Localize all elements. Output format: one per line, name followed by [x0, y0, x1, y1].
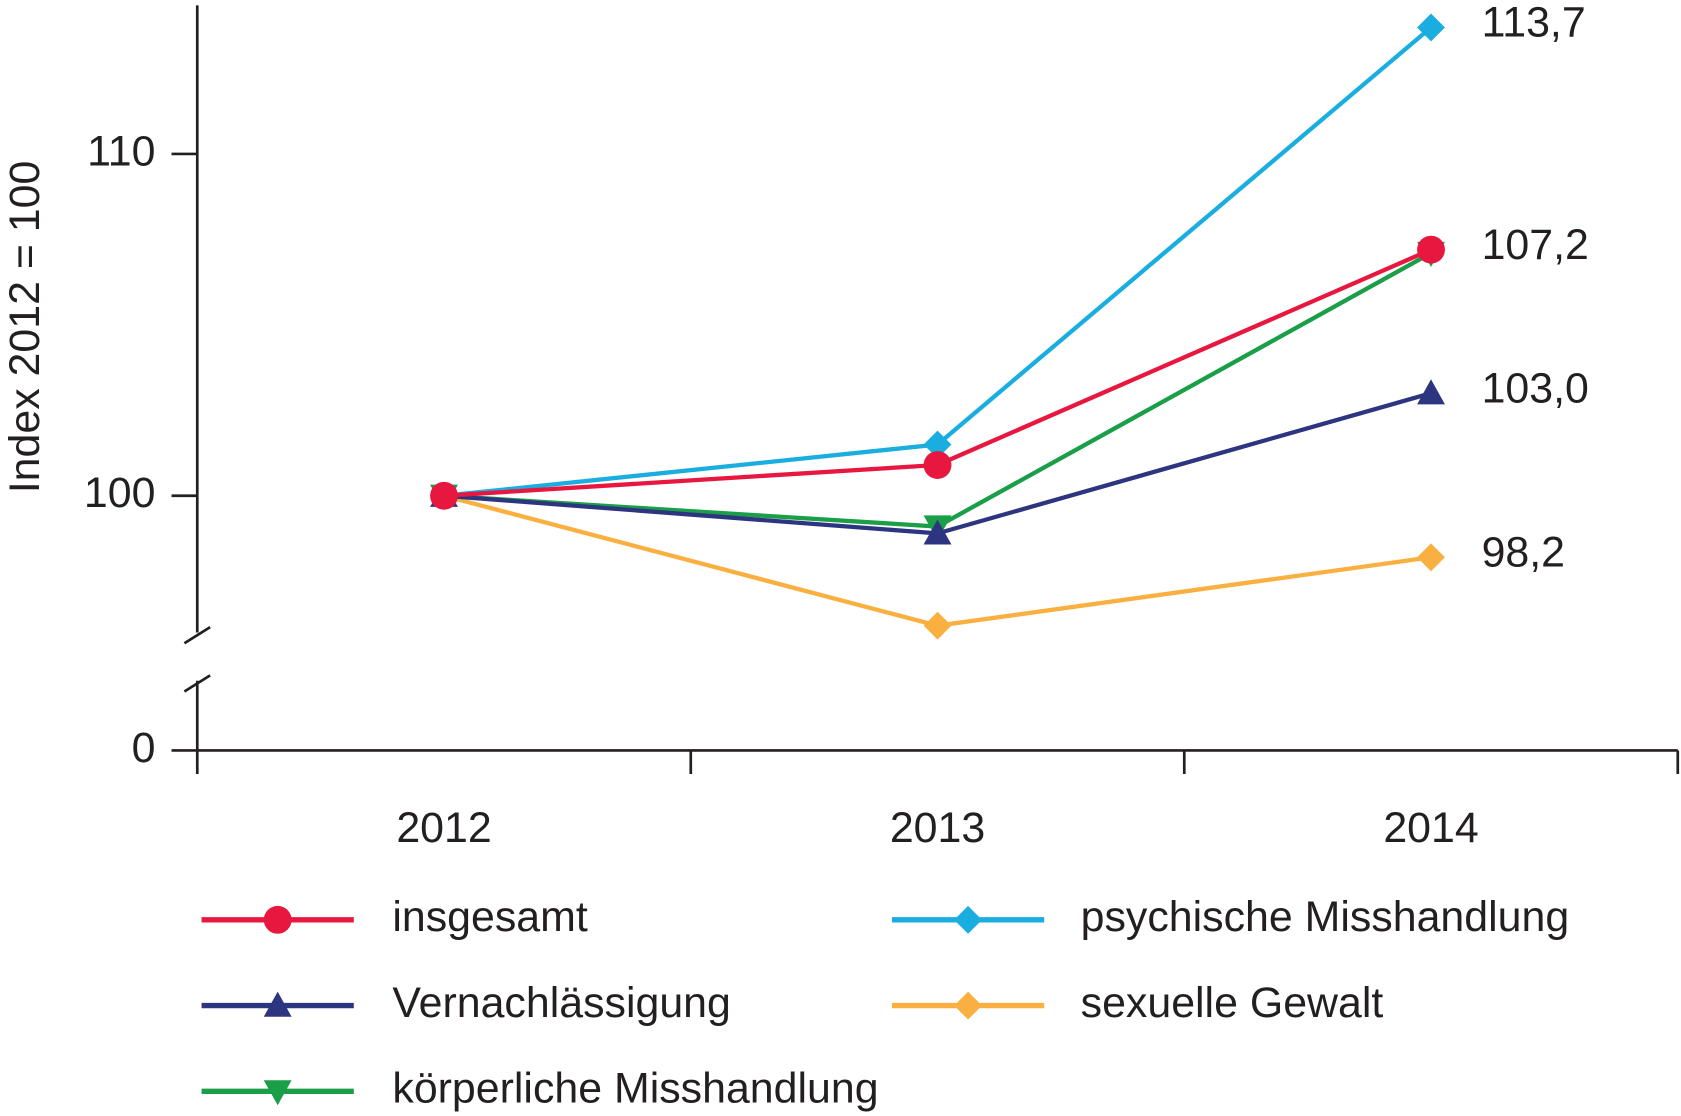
- x-tick-label: 2014: [1383, 804, 1478, 852]
- series-line: [443, 493, 1432, 628]
- point: [1417, 379, 1445, 405]
- legend-label: psychische Misshandlung: [1081, 893, 1570, 941]
- y-tick-label: 0: [132, 724, 156, 772]
- point: [923, 519, 952, 545]
- legend-marker: [954, 905, 983, 934]
- axis-line: [183, 5, 1678, 752]
- point: [1417, 235, 1445, 264]
- legend-marker: [263, 905, 292, 934]
- legend-marker: [263, 991, 292, 1017]
- y-tick-label: 100: [84, 469, 156, 517]
- legend-label: sexuelle Gewalt: [1081, 979, 1384, 1027]
- value-label: 103,0: [1482, 364, 1589, 412]
- legend-marker: [263, 1080, 292, 1106]
- point: [1417, 543, 1445, 572]
- value-label: 107,2: [1482, 221, 1589, 269]
- legend-label: körperliche Misshandlung: [392, 1065, 878, 1113]
- x-tick-label: 2012: [396, 804, 491, 852]
- y-tick-label: 110: [87, 127, 155, 175]
- point: [923, 611, 952, 640]
- legend-label: Vernachlässigung: [392, 979, 730, 1027]
- point: [923, 451, 952, 479]
- legend-marker: [954, 991, 983, 1020]
- x-tick-label: 2013: [890, 804, 985, 852]
- value-label: 98,2: [1482, 528, 1565, 576]
- y-axis-label: Index 2012 = 100: [1, 161, 49, 494]
- legend-label: insgesamt: [392, 893, 587, 941]
- point: [1417, 13, 1445, 42]
- series-line: [443, 25, 1433, 498]
- value-label: 113,7: [1482, 0, 1586, 47]
- point: [430, 481, 458, 510]
